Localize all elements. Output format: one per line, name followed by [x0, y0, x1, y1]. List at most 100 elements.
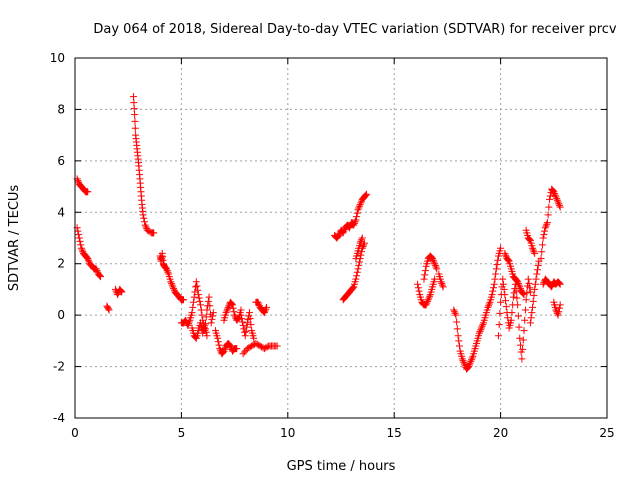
- data-point: [250, 334, 258, 342]
- series-arc-k: [237, 309, 258, 342]
- data-point: [189, 298, 197, 306]
- data-point: [150, 229, 158, 237]
- data-point: [497, 244, 505, 252]
- data-point: [477, 326, 485, 334]
- plot-frame: [74, 57, 608, 419]
- series-arc-o: [339, 239, 368, 304]
- data-point: [262, 344, 270, 352]
- data-point: [476, 327, 484, 335]
- data-point: [226, 342, 234, 350]
- data-point: [528, 309, 536, 317]
- series-arc-v: [501, 249, 528, 299]
- data-point: [421, 271, 429, 279]
- data-point: [224, 303, 232, 311]
- data-point: [495, 321, 503, 329]
- series-arc-f: [156, 249, 188, 304]
- data-point: [142, 223, 150, 231]
- data-point: [77, 241, 85, 249]
- data-point: [242, 327, 250, 335]
- data-point: [515, 281, 523, 289]
- data-point: [514, 279, 522, 287]
- data-point: [355, 202, 363, 210]
- data-point: [75, 231, 83, 239]
- data-point: [555, 200, 563, 208]
- series-arc-m: [252, 298, 271, 317]
- data-point: [468, 356, 476, 364]
- data-point: [555, 279, 563, 287]
- data-point: [524, 275, 532, 283]
- data-point: [543, 220, 551, 228]
- data-point: [465, 361, 473, 369]
- data-point: [185, 318, 193, 326]
- data-point: [224, 305, 232, 313]
- data-point: [496, 309, 504, 317]
- data-point: [194, 286, 202, 294]
- data-point: [353, 272, 361, 280]
- y-tick-label: 10: [50, 51, 65, 65]
- data-point: [238, 318, 246, 326]
- data-point: [206, 302, 214, 310]
- data-point: [84, 256, 92, 264]
- data-point: [499, 280, 507, 288]
- data-point: [346, 224, 354, 232]
- data-point: [76, 237, 84, 245]
- data-point: [420, 275, 428, 283]
- data-point: [425, 294, 433, 302]
- data-point: [245, 344, 253, 352]
- data-point: [130, 99, 138, 107]
- data-point: [357, 251, 365, 259]
- data-point: [339, 229, 347, 237]
- y-tick-label: -2: [53, 360, 65, 374]
- data-point: [526, 236, 534, 244]
- data-point: [170, 285, 178, 293]
- series-arc-aa: [550, 298, 564, 319]
- data-point: [118, 288, 126, 296]
- data-point: [230, 308, 238, 316]
- data-point: [522, 296, 530, 304]
- data-point: [163, 267, 171, 275]
- data-point: [221, 345, 229, 353]
- series-arc-t: [450, 244, 505, 373]
- data-point: [241, 332, 249, 340]
- data-point: [246, 343, 254, 351]
- data-point: [520, 291, 528, 299]
- data-point: [477, 324, 485, 332]
- data-point: [460, 358, 468, 366]
- data-point: [521, 306, 529, 314]
- data-point: [553, 309, 561, 317]
- series-arc-b: [73, 224, 105, 281]
- data-point: [189, 303, 197, 311]
- data-point: [262, 305, 270, 313]
- data-point: [239, 350, 247, 358]
- data-point: [228, 300, 236, 308]
- data-point: [355, 204, 363, 212]
- data-point: [167, 279, 175, 287]
- data-point: [455, 342, 463, 350]
- y-tick-label: 8: [57, 102, 65, 116]
- x-tick-label: 0: [71, 426, 79, 440]
- data-point: [78, 246, 86, 254]
- data-point: [426, 292, 434, 300]
- series-arc-w: [522, 226, 539, 257]
- data-point: [526, 288, 534, 296]
- data-point: [527, 314, 535, 322]
- data-point: [526, 319, 534, 327]
- axis-ticks: 0 5 10 15 20 25 -4 -2 0 2 4 6 8 10: [50, 51, 615, 440]
- data-point: [529, 244, 537, 252]
- data-point: [214, 338, 222, 346]
- data-point: [525, 279, 533, 287]
- data-point: [167, 278, 175, 286]
- data-point: [539, 234, 547, 242]
- data-point: [414, 284, 422, 292]
- data-point: [215, 341, 223, 349]
- data-point: [77, 244, 85, 252]
- data-point: [421, 267, 429, 275]
- data-point: [532, 275, 540, 283]
- data-point: [490, 280, 498, 288]
- data-point: [105, 306, 113, 314]
- data-point: [531, 285, 539, 293]
- data-point: [237, 311, 245, 319]
- data-point: [248, 342, 256, 350]
- y-tick-label: 6: [57, 154, 65, 168]
- data-point: [497, 298, 505, 306]
